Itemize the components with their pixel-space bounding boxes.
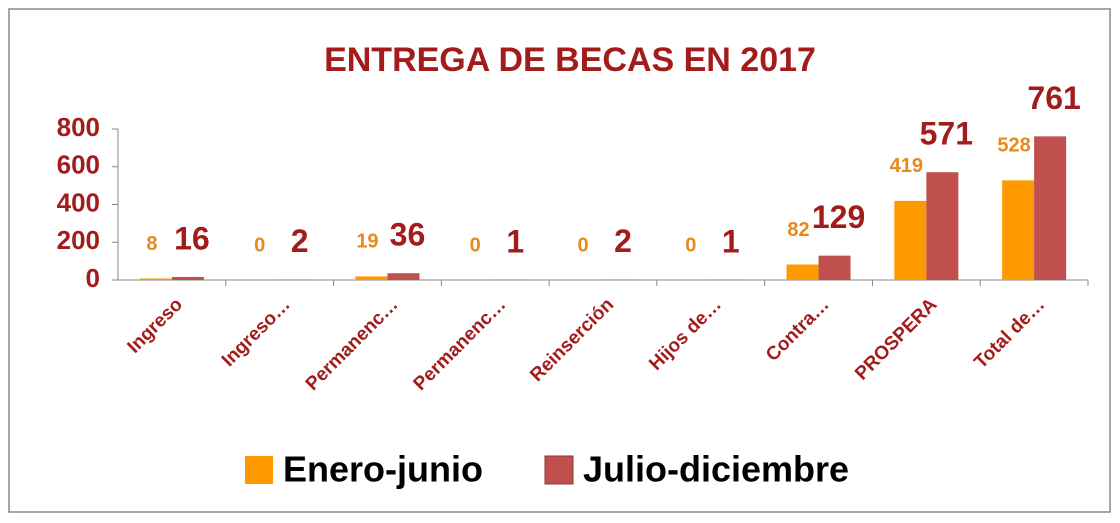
bar (786, 264, 819, 280)
data-label: 8 (146, 233, 157, 255)
bar (818, 255, 851, 280)
data-label: 1 (506, 223, 524, 259)
data-label: 571 (920, 116, 973, 152)
data-label: 0 (254, 234, 265, 256)
data-label: 16 (174, 220, 210, 256)
y-tick-label: 800 (57, 112, 100, 142)
y-tick-label: 600 (57, 150, 100, 180)
legend-label: Julio-diciembre (583, 449, 849, 490)
data-label: 19 (356, 231, 378, 253)
data-label: 0 (577, 234, 588, 256)
y-tick-label: 400 (57, 187, 100, 217)
bar (1034, 136, 1067, 280)
bar (926, 172, 959, 280)
legend-swatch (544, 455, 574, 485)
data-label: 0 (685, 234, 696, 256)
bar (139, 278, 172, 280)
chart-title: ENTREGA DE BECAS EN 2017 (324, 41, 816, 79)
y-tick-label: 0 (86, 263, 100, 293)
legend-swatch (245, 456, 273, 484)
bar (894, 200, 927, 280)
y-tick-label: 200 (57, 225, 100, 255)
data-label: 82 (787, 219, 809, 241)
data-label: 129 (812, 199, 865, 235)
data-label: 1 (722, 223, 740, 259)
data-label: 36 (390, 217, 426, 253)
data-label: 0 (470, 234, 481, 256)
data-label: 2 (614, 223, 632, 259)
bar (1002, 180, 1035, 280)
legend-label: Enero-junio (283, 449, 483, 490)
bar (355, 276, 388, 280)
bar (387, 273, 420, 280)
data-label: 419 (890, 155, 923, 177)
data-label: 2 (291, 223, 309, 259)
data-label: 528 (997, 135, 1030, 157)
data-label: 761 (1027, 80, 1080, 116)
bar (171, 276, 204, 280)
